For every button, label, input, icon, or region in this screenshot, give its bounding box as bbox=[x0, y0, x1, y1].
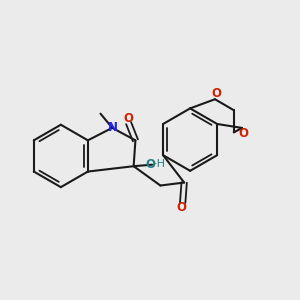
Text: O: O bbox=[238, 127, 248, 140]
Text: O: O bbox=[123, 112, 133, 125]
Text: O: O bbox=[176, 201, 187, 214]
Text: N: N bbox=[108, 121, 118, 134]
Text: ·H: ·H bbox=[154, 159, 166, 169]
Text: O: O bbox=[211, 87, 221, 101]
Text: O: O bbox=[145, 158, 155, 171]
